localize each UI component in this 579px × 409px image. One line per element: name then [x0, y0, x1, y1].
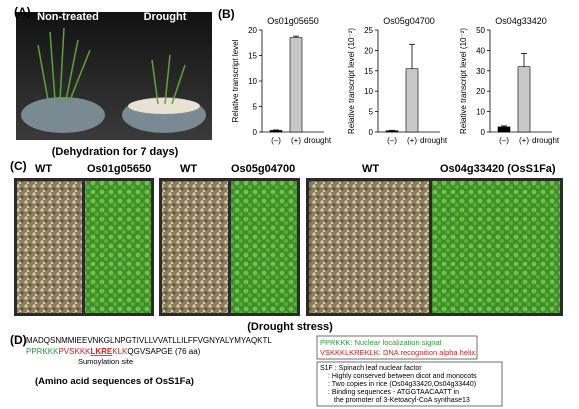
- photo-label: Os01g05650: [87, 163, 151, 175]
- tray-mutant: [231, 181, 297, 313]
- y-axis-label: Relative transcript level (10⁻²): [459, 28, 468, 134]
- tray-wt: [162, 181, 228, 313]
- photo-label: WT: [35, 163, 52, 175]
- y-axis-label: Relative transcript level (10⁻²): [347, 28, 356, 134]
- panel-label: (A): [14, 5, 31, 19]
- note-box: [316, 361, 503, 407]
- caption: (Amino acid sequences of OsS1Fa): [35, 376, 194, 387]
- pot: [21, 97, 105, 133]
- sequence-tail: QGVSAPGE (76 aa): [127, 347, 200, 356]
- y-tick-label: 20: [476, 87, 485, 96]
- y-tick-label: 10: [476, 108, 485, 117]
- x-tick-label: (+): [407, 136, 417, 145]
- x-tick-label: (+): [519, 136, 529, 145]
- y-tick-label: 5: [369, 108, 374, 117]
- note: : Highly conserved between dicot and mon…: [328, 373, 477, 380]
- sequence: MADQSNMMIEEVNKGLNPGTIVLLVVATLLILFFVGNYAL…: [26, 336, 272, 345]
- legend-text: PPRKKK: Nuclear localization signal: [320, 338, 442, 347]
- chart-title: Os01g05650: [267, 16, 319, 26]
- tray-mutant: [432, 181, 560, 313]
- x-axis-label: drought: [420, 136, 448, 145]
- panel-label: (D): [10, 333, 27, 347]
- sumo-site: LKRE: [90, 347, 112, 356]
- y-tick-label: 20: [364, 46, 373, 55]
- photo-label: Os04g33420 (OsS1Fa): [440, 163, 556, 175]
- photo-label: Non-treated: [37, 11, 99, 23]
- bar: [385, 130, 399, 133]
- helix: KLK: [112, 347, 128, 356]
- note: S1F : Spinach leaf nuclear factor: [320, 365, 422, 372]
- x-tick-label: (+): [291, 136, 301, 145]
- legend-entry: PPRKKK: Nuclear localization signal: [320, 338, 442, 347]
- bar: [289, 37, 303, 133]
- soil: [128, 98, 200, 114]
- caption: (Dehydration for 7 days): [52, 146, 179, 158]
- panel-label: (C): [10, 159, 27, 173]
- y-tick-label: 50: [476, 26, 485, 35]
- note: the promoter of 3-Ketoacyl-CoA synthase1…: [334, 397, 470, 404]
- x-tick-label: (–): [499, 136, 509, 145]
- caption: (Drought stress): [247, 321, 333, 333]
- y-tick-label: 0: [253, 128, 258, 137]
- bar: [497, 126, 511, 133]
- nls: PPRKKK: [26, 347, 59, 356]
- panel-label: (B): [218, 7, 235, 21]
- plants: [37, 27, 186, 105]
- bar: [517, 66, 531, 133]
- chart-title: Os04g33420: [495, 16, 547, 26]
- tray-wt: [309, 181, 429, 313]
- photo-label: WT: [180, 163, 197, 175]
- y-tick-label: 5: [253, 103, 258, 112]
- sumo-label: Sumoylation site: [78, 357, 133, 366]
- photo-label: WT: [362, 163, 379, 175]
- note: : Two copies in rice (Os04g33420,Os04g33…: [328, 381, 476, 388]
- y-tick-label: 0: [369, 128, 374, 137]
- legend-text: VSKKKLKREKLK: DNA recognition alpha heli…: [320, 348, 475, 357]
- tray-mutant: [85, 181, 151, 313]
- y-tick-label: 10: [364, 87, 373, 96]
- bar: [269, 130, 283, 133]
- chart-title: Os05g04700: [383, 16, 435, 26]
- x-tick-label: (–): [387, 136, 397, 145]
- y-tick-label: 20: [248, 26, 257, 35]
- y-tick-label: 10: [248, 77, 257, 86]
- y-tick-label: 40: [476, 46, 485, 55]
- note: : Binding sequences - ATGGTAACAATT in: [328, 389, 459, 396]
- photo-label: Os05g04700: [231, 163, 295, 175]
- x-axis-label: drought: [532, 136, 560, 145]
- y-tick-label: 15: [248, 52, 257, 61]
- y-tick-label: 30: [476, 67, 485, 76]
- y-tick-label: 0: [481, 128, 486, 137]
- sequence: PPRKKKPVSKKKLKREKLKQGVSAPGE (76 aa): [26, 347, 201, 356]
- y-tick-label: 25: [364, 26, 373, 35]
- x-axis-label: drought: [304, 136, 332, 145]
- legend-box: [316, 335, 478, 360]
- y-tick-label: 15: [364, 67, 373, 76]
- legend-entry: VSKKKLKREKLK: DNA recognition alpha heli…: [320, 348, 475, 357]
- helix: PVSKKK: [58, 347, 91, 356]
- photo-label: Drought: [144, 11, 187, 23]
- bar: [405, 68, 419, 133]
- y-axis-label: Relative transcript level: [231, 39, 240, 122]
- tray-wt: [17, 181, 82, 313]
- x-tick-label: (–): [271, 136, 281, 145]
